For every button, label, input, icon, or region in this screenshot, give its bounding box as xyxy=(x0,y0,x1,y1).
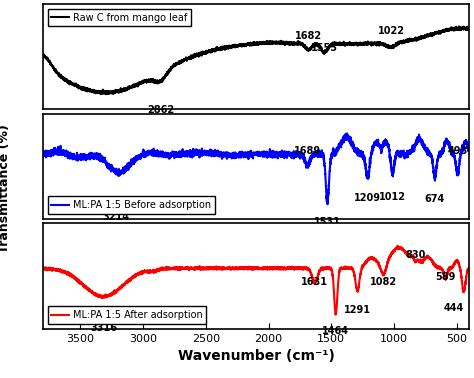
Text: 1464: 1464 xyxy=(322,326,349,336)
Text: 830: 830 xyxy=(405,250,426,260)
Text: 2862: 2862 xyxy=(147,105,174,115)
Text: 1531: 1531 xyxy=(314,217,341,227)
Text: 1012: 1012 xyxy=(379,192,406,202)
Text: 1682: 1682 xyxy=(295,31,322,42)
Text: 589: 589 xyxy=(435,272,456,282)
Text: 1022: 1022 xyxy=(378,26,405,36)
Legend: ML:PA 1:5 After adsorption: ML:PA 1:5 After adsorption xyxy=(47,306,207,324)
Text: 1689: 1689 xyxy=(294,146,321,156)
Text: 1209: 1209 xyxy=(354,193,381,203)
Text: 444: 444 xyxy=(444,303,464,313)
Text: 3214: 3214 xyxy=(103,212,130,222)
Text: 674: 674 xyxy=(425,194,445,204)
Text: 1631: 1631 xyxy=(301,277,328,288)
Legend: Raw C from mango leaf: Raw C from mango leaf xyxy=(47,9,191,26)
Text: 493: 493 xyxy=(447,146,468,156)
Text: 1082: 1082 xyxy=(370,277,397,288)
Text: 1555: 1555 xyxy=(311,43,338,53)
Text: Transmittance (%): Transmittance (%) xyxy=(0,125,11,253)
Text: 1291: 1291 xyxy=(344,305,371,315)
Legend: ML:PA 1:5 Before adsorption: ML:PA 1:5 Before adsorption xyxy=(47,197,215,214)
X-axis label: Wavenumber (cm⁻¹): Wavenumber (cm⁻¹) xyxy=(178,349,334,363)
Text: 3316: 3316 xyxy=(90,323,117,333)
